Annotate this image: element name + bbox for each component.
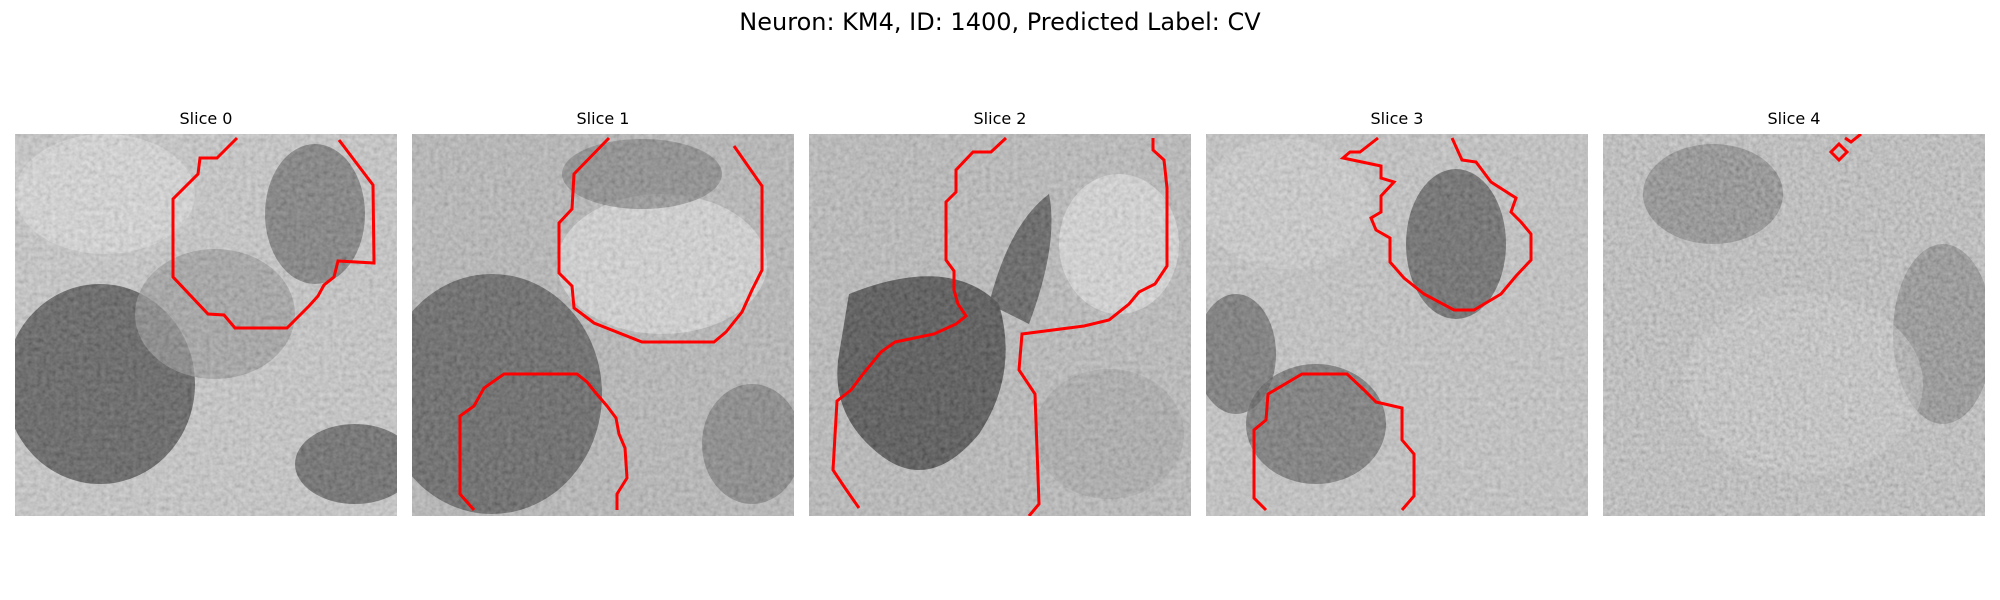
slice-title: Slice 2: [973, 109, 1027, 128]
slice-panel-1: Slice 1: [412, 109, 794, 516]
neuron-contour: [831, 136, 1008, 509]
slice-image-4: [1603, 134, 1985, 516]
neuron-contour: [1828, 141, 1850, 163]
pixel-noise: [1206, 134, 1588, 516]
pixel-noise: [1603, 134, 1985, 516]
pixel-noise: [809, 134, 1191, 516]
neuron-contour: [458, 372, 629, 511]
slice-image-3: [1206, 134, 1588, 516]
slice-image-0: [15, 134, 397, 516]
slice-title: Slice 4: [1767, 109, 1821, 128]
slice-panel-2: Slice 2: [809, 109, 1191, 516]
figure-title: Neuron: KM4, ID: 1400, Predicted Label: …: [739, 8, 1261, 36]
slice-panel-0: Slice 0: [15, 109, 397, 516]
pixel-noise: [15, 134, 397, 516]
slice-panel-3: Slice 3: [1206, 109, 1588, 516]
neuron-contour: [1844, 134, 1862, 144]
slice-image-2: [809, 134, 1191, 516]
neuron-contour: [1339, 136, 1533, 312]
slice-panel-4: Slice 4: [1603, 109, 1985, 516]
slice-title: Slice 0: [179, 109, 233, 128]
neuron-contour: [557, 136, 764, 344]
neuron-contour: [171, 136, 376, 330]
slice-title: Slice 1: [576, 109, 630, 128]
slice-title: Slice 3: [1370, 109, 1424, 128]
slice-image-1: [412, 134, 794, 516]
neuron-contour: [1017, 138, 1169, 516]
neuron-contour: [1252, 372, 1416, 512]
slice-panels: Slice 0 Slice 1: [15, 109, 1985, 516]
